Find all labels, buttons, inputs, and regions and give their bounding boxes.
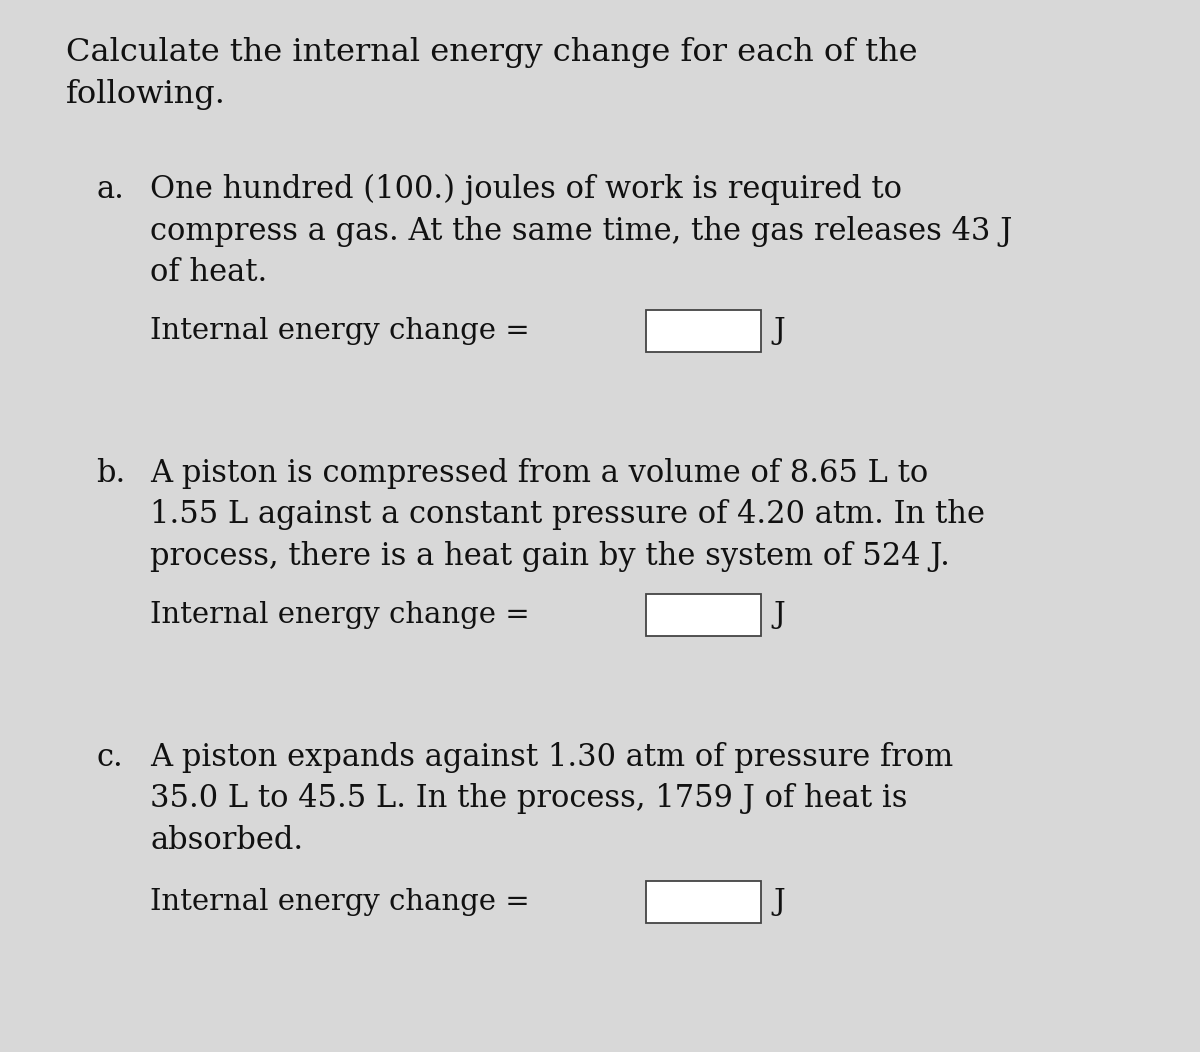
Text: c.: c. — [96, 742, 122, 772]
FancyBboxPatch shape — [646, 594, 761, 636]
Text: a.: a. — [96, 174, 124, 204]
FancyBboxPatch shape — [646, 310, 761, 352]
Text: b.: b. — [96, 458, 125, 488]
Text: A piston expands against 1.30 atm of pressure from
35.0 L to 45.5 L. In the proc: A piston expands against 1.30 atm of pre… — [150, 742, 953, 856]
Text: Calculate the internal energy change for each of the
following.: Calculate the internal energy change for… — [66, 37, 918, 109]
Text: A piston is compressed from a volume of 8.65 L to
1.55 L against a constant pres: A piston is compressed from a volume of … — [150, 458, 985, 572]
Text: Internal energy change =: Internal energy change = — [150, 318, 529, 345]
Text: One hundred (100.) joules of work is required to
compress a gas. At the same tim: One hundred (100.) joules of work is req… — [150, 174, 1013, 288]
Text: J: J — [773, 318, 785, 345]
Text: Internal energy change =: Internal energy change = — [150, 888, 529, 915]
Text: J: J — [773, 602, 785, 629]
Text: J: J — [773, 888, 785, 915]
FancyBboxPatch shape — [646, 881, 761, 923]
Text: Internal energy change =: Internal energy change = — [150, 602, 529, 629]
